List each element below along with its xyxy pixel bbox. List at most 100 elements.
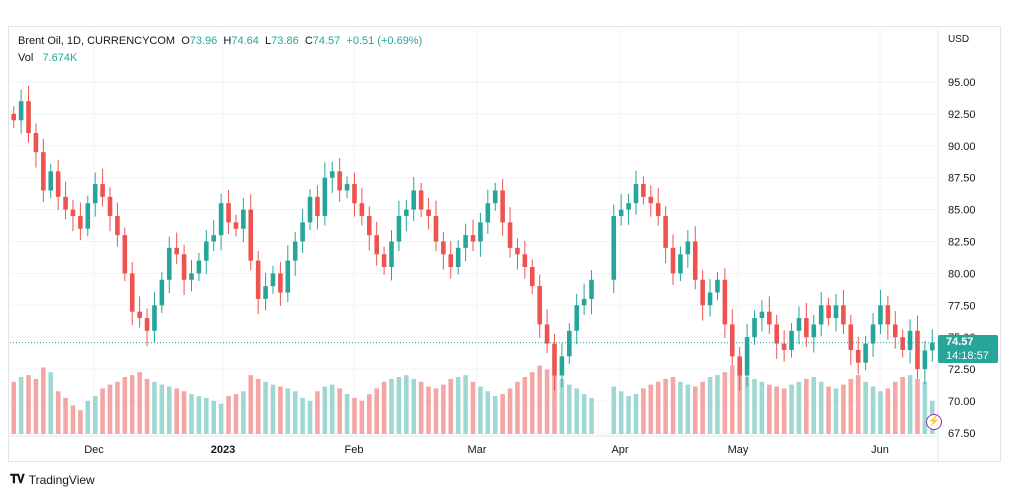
volume-bar <box>448 378 454 434</box>
candle-body <box>226 203 231 223</box>
high-label: H <box>223 35 232 47</box>
volume-bar <box>174 388 179 434</box>
volume-bar <box>337 388 342 434</box>
candle-body <box>692 241 698 280</box>
candle-body <box>441 241 446 255</box>
change-value: +0.51 (+0.69%) <box>346 35 423 47</box>
volume-bar <box>744 377 750 434</box>
close-value: 74.57 <box>312 35 341 47</box>
volume-bar <box>722 372 728 434</box>
candle-body <box>907 330 913 350</box>
y-tick-label: 92.50 <box>948 109 976 121</box>
symbol-label[interactable]: Brent Oil, 1D, CURRENCYCOM <box>18 35 176 47</box>
candle-body <box>870 324 876 344</box>
volume-bar <box>537 365 542 434</box>
candle-body <box>196 260 202 274</box>
volume-bar <box>641 388 646 434</box>
volume-bar <box>204 397 209 434</box>
volume-bar <box>692 386 698 434</box>
candle-body <box>122 235 128 274</box>
candle-body <box>344 184 350 191</box>
candle-body <box>181 254 187 280</box>
volume-bar <box>907 375 913 434</box>
volume-bar <box>804 378 809 434</box>
bar-countdown: 14:18:57 <box>938 349 998 363</box>
y-tick-label: 95.00 <box>948 77 976 89</box>
candle-body <box>448 254 454 268</box>
volume-bar <box>366 394 372 434</box>
candle-body <box>137 311 142 319</box>
candle-body <box>129 273 135 312</box>
candle-body <box>767 311 772 325</box>
volume-bar <box>144 378 150 434</box>
x-tick-label: Mar <box>468 444 487 456</box>
candle-body <box>411 190 417 210</box>
volume-bar <box>152 381 157 434</box>
volume-bar <box>329 384 335 434</box>
volume-bar <box>759 381 765 434</box>
candle-body <box>26 101 31 134</box>
volume-bar <box>115 381 120 434</box>
volume-bar <box>278 386 283 434</box>
low-label: L <box>265 35 272 47</box>
candle-body <box>337 171 342 191</box>
x-tick-label: 2023 <box>211 444 235 456</box>
candle-body <box>915 330 920 370</box>
volume-bar <box>507 388 513 434</box>
candle-body <box>663 215 668 248</box>
candle-body <box>878 305 883 325</box>
candle-body <box>211 235 217 242</box>
candle-body <box>729 324 735 357</box>
volume-bar <box>181 391 187 434</box>
volume-bar <box>818 381 824 434</box>
volume-bar <box>374 388 379 434</box>
candle-body <box>752 318 757 338</box>
lightning-icon[interactable]: ⚡ <box>926 414 942 430</box>
volume-bar <box>611 386 617 434</box>
candle-body <box>492 190 498 204</box>
volume-bar <box>863 381 868 434</box>
candle-body <box>107 196 113 216</box>
tradingview-brand[interactable]: 𝐓𝐕 TradingView <box>10 472 95 487</box>
volume-bar <box>196 396 202 434</box>
y-tick-label: 87.50 <box>948 173 976 185</box>
volume-bar <box>129 375 135 434</box>
candle-body <box>63 196 68 210</box>
candle-body <box>485 203 491 223</box>
volume-bar <box>189 394 194 434</box>
volume-bar <box>552 375 557 434</box>
candle-body <box>863 343 868 363</box>
candle-body <box>307 196 313 223</box>
volume-bar <box>670 377 676 434</box>
volume-bar <box>715 375 720 434</box>
candle-body <box>33 133 39 153</box>
volume-bar <box>411 378 417 434</box>
candle-body <box>418 190 424 210</box>
volume-bar <box>70 405 76 434</box>
volume-bar <box>248 375 254 434</box>
candle-body <box>744 337 750 376</box>
candle-body <box>522 254 528 268</box>
volume-bar <box>381 381 387 434</box>
candle-body <box>55 171 61 197</box>
candle-body <box>263 286 268 299</box>
volume-bar <box>811 377 817 434</box>
candle-body <box>611 215 617 280</box>
y-tick-label: 77.50 <box>948 300 976 312</box>
volume-bar <box>655 381 661 434</box>
volume-bar <box>418 381 424 434</box>
candle-body <box>396 215 402 242</box>
chart-frame <box>8 26 1001 462</box>
candle-body <box>204 241 209 261</box>
volume-bar <box>870 386 876 434</box>
candle-body <box>715 279 720 293</box>
candle-body <box>70 209 76 216</box>
currency-label[interactable]: USD <box>948 34 970 45</box>
low-value: 73.86 <box>271 35 299 47</box>
volume-bar <box>48 372 54 434</box>
candle-body <box>581 298 587 306</box>
candle-body <box>500 190 505 223</box>
volume-bar <box>270 384 276 434</box>
volume-bar <box>26 375 31 434</box>
